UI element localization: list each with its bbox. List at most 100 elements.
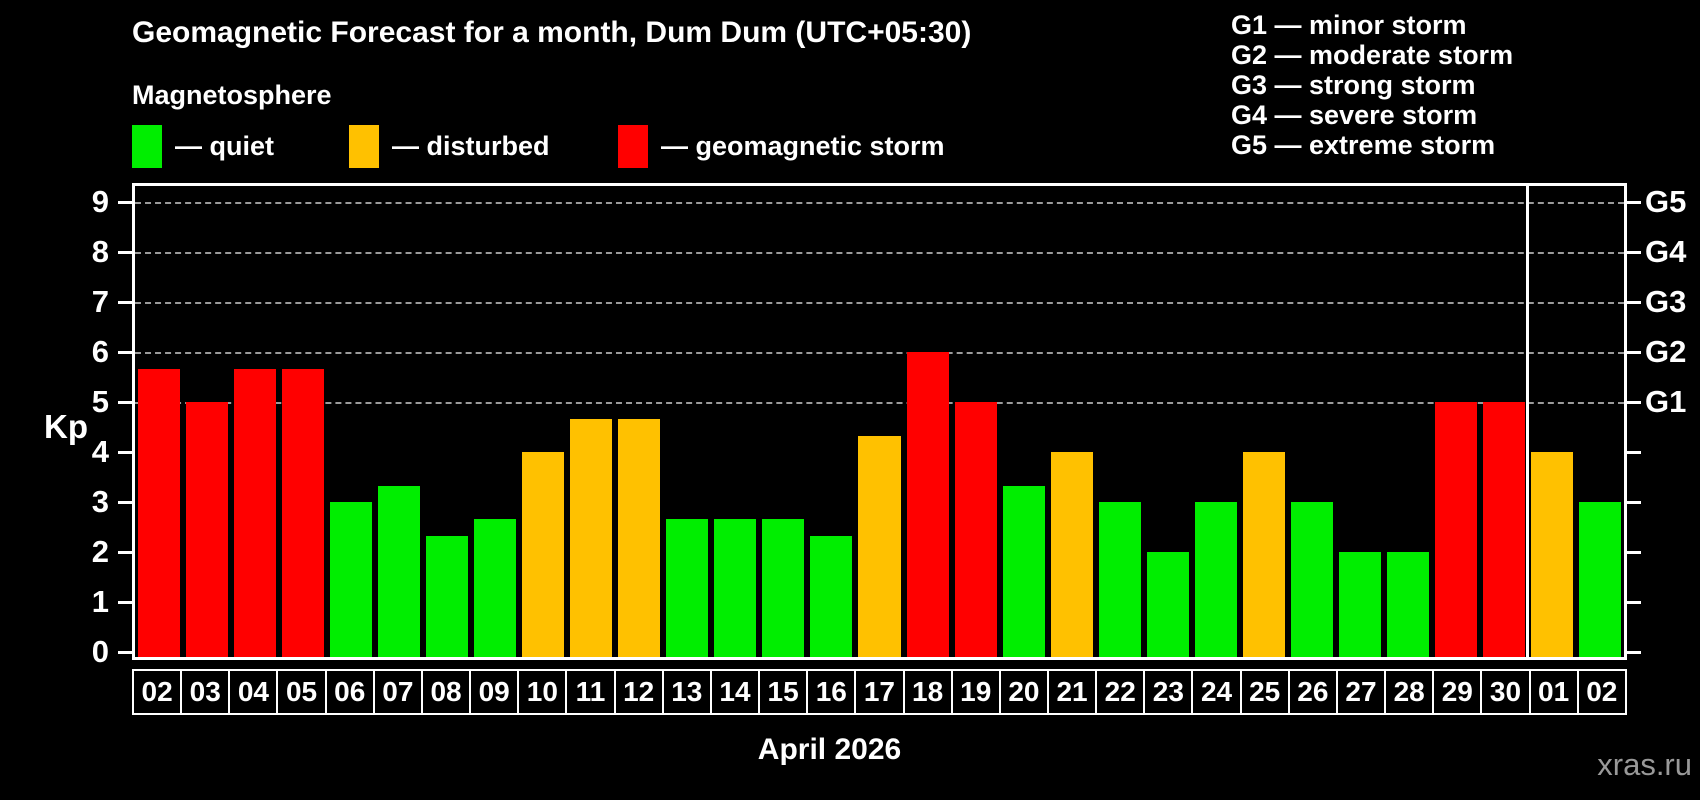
chart-title: Geomagnetic Forecast for a month, Dum Du… [132, 16, 972, 49]
bar-day-06 [330, 502, 373, 657]
disturbed-color-swatch [349, 125, 379, 168]
chart-subtitle: Magnetosphere [132, 80, 332, 110]
day-label-22-24: 24 [1191, 669, 1242, 715]
right-axis-tick-9 [1627, 201, 1641, 204]
left-axis-tick-2 [118, 551, 132, 554]
day-label-8-10: 10 [517, 669, 568, 715]
legend-label-storm: — geomagnetic storm [661, 131, 945, 161]
day-label-13-15: 15 [758, 669, 809, 715]
gridline-G5 [135, 202, 1624, 204]
y-axis-label-4: 4 [91, 434, 109, 469]
right-axis-tick-5 [1627, 401, 1641, 404]
month-separator-line [1526, 186, 1530, 657]
legend-item-quiet: — quiet [132, 125, 274, 168]
right-axis-tick-2 [1627, 551, 1641, 554]
y-axis-label-9: 9 [91, 184, 109, 219]
day-label-1-03: 03 [180, 669, 231, 715]
day-label-29-01: 01 [1528, 669, 1579, 715]
bar-day-19 [954, 402, 997, 657]
day-label-24-26: 26 [1287, 669, 1338, 715]
right-axis-tick-8 [1627, 251, 1641, 254]
gridline-G2 [135, 352, 1624, 354]
left-axis-tick-4 [118, 451, 132, 454]
day-label-11-13: 13 [661, 669, 712, 715]
right-axis-tick-0 [1627, 651, 1641, 654]
right-axis-tick-6 [1627, 351, 1641, 354]
bar-day-18 [906, 352, 949, 657]
day-label-3-05: 05 [276, 669, 327, 715]
bar-day-27 [1338, 552, 1381, 657]
y-axis-label-2: 2 [91, 534, 109, 569]
day-label-4-06: 06 [324, 669, 375, 715]
left-axis-tick-7 [118, 301, 132, 304]
g-scale-legend: G1 — minor storm G2 — moderate storm G3 — … [1231, 10, 1513, 160]
legend-label-disturbed: — disturbed [392, 131, 550, 161]
day-label-14-16: 16 [806, 669, 857, 715]
bar-day-24 [1194, 502, 1237, 657]
y-axis-label-5: 5 [91, 384, 109, 419]
gridline-G4 [135, 252, 1624, 254]
day-label-21-23: 23 [1143, 669, 1194, 715]
watermark: xras.ru [1597, 747, 1692, 782]
right-axis-label-G2: G2 [1645, 334, 1687, 369]
bar-day-07 [378, 485, 421, 657]
right-axis-tick-7 [1627, 301, 1641, 304]
bar-day-23 [1146, 552, 1189, 657]
bar-day-26 [1290, 502, 1333, 657]
bar-day-12 [618, 418, 661, 657]
g-scale-legend-line-3: G3 — strong storm [1231, 70, 1476, 100]
day-label-30-02: 02 [1576, 669, 1627, 715]
right-axis-tick-4 [1627, 451, 1641, 454]
left-axis-tick-9 [118, 201, 132, 204]
plot-area: G1 G2 G3 G4 G5 0 1 2 3 4 5 6 7 8 9 [92, 183, 1686, 669]
gridline-G1 [135, 402, 1624, 404]
y-axis-label-8: 8 [91, 234, 109, 269]
bar-day-02 [138, 368, 181, 657]
day-label-27-29: 29 [1432, 669, 1483, 715]
day-label-12-14: 14 [709, 669, 761, 715]
legend-item-disturbed: — disturbed [349, 125, 550, 168]
left-axis-tick-5 [118, 401, 132, 404]
day-label-5-07: 07 [372, 669, 423, 715]
bar-day-15 [762, 518, 805, 657]
bar-day-01 [1530, 452, 1573, 657]
day-label-23-25: 25 [1239, 669, 1290, 715]
bar-day-20 [1002, 485, 1045, 657]
left-axis-tick-1 [118, 601, 132, 604]
day-label-9-11: 11 [565, 669, 616, 715]
left-axis-tick-6 [118, 351, 132, 354]
day-label-6-08: 08 [420, 669, 472, 715]
bar-day-09 [474, 518, 517, 657]
quiet-color-swatch [132, 125, 162, 168]
bar-day-08 [426, 535, 469, 657]
day-label-28-30: 30 [1480, 669, 1531, 715]
left-axis-tick-3 [118, 501, 132, 504]
bar-day-10 [522, 452, 565, 657]
legend-item-storm: — geomagnetic storm [618, 125, 945, 168]
day-label-18-20: 20 [998, 669, 1049, 715]
bar-day-04 [234, 368, 277, 657]
g-scale-legend-line-4: G4 — severe storm [1231, 100, 1478, 130]
day-label-26-28: 28 [1384, 669, 1435, 715]
bar-day-14 [714, 518, 757, 657]
day-label-7-09: 09 [469, 669, 520, 715]
right-axis-label-G5: G5 [1645, 184, 1687, 219]
y-axis-label-6: 6 [91, 334, 109, 369]
y-axis-title: Kp [44, 408, 88, 445]
right-axis-label-G1: G1 [1645, 384, 1687, 419]
right-axis-tick-1 [1627, 601, 1641, 604]
bar-day-16 [810, 535, 853, 657]
g-scale-legend-line-1: G1 — minor storm [1231, 10, 1467, 40]
day-label-25-27: 27 [1335, 669, 1387, 715]
gridline-G3 [135, 302, 1624, 304]
bar-day-22 [1098, 502, 1141, 657]
right-axis-label-G4: G4 [1645, 234, 1687, 269]
bar-day-28 [1386, 552, 1429, 657]
y-axis-label-0: 0 [91, 634, 109, 669]
bar-day-17 [858, 435, 901, 657]
y-axis-label-1: 1 [91, 584, 109, 619]
bar-day-21 [1050, 452, 1093, 657]
bar-day-25 [1242, 452, 1285, 657]
right-axis-label-G3: G3 [1645, 284, 1687, 319]
